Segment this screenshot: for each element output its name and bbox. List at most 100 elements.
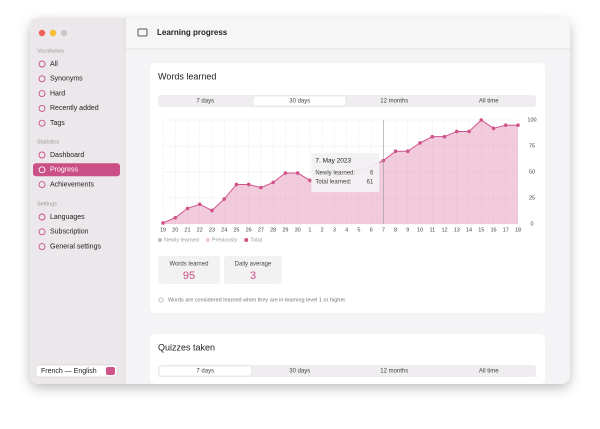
point <box>406 149 410 153</box>
point <box>197 202 202 207</box>
selected-tab[interactable] <box>158 365 252 377</box>
tooltip-label: Total learned: <box>315 180 351 186</box>
x-tick-label: 29 <box>282 227 288 233</box>
y-tick-label: 25 <box>529 195 535 201</box>
y-tick-label: 75 <box>529 143 535 149</box>
tab[interactable]: 30 days <box>289 99 310 105</box>
legend-swatch <box>158 238 162 242</box>
zoom-button[interactable] <box>60 29 68 37</box>
item-icon <box>38 75 46 83</box>
x-tick-label: 9 <box>406 227 409 233</box>
x-tick-label: 15 <box>478 227 484 233</box>
item-icon <box>38 181 46 189</box>
legend-swatch <box>244 238 249 242</box>
point <box>308 178 312 183</box>
x-tick-label: 8 <box>394 227 397 233</box>
item-icon <box>38 228 46 236</box>
x-tick-label: 22 <box>197 227 203 233</box>
tooltip <box>311 153 380 192</box>
x-tick-label: 2 <box>321 227 324 233</box>
x-tick-label: 20 <box>172 227 178 233</box>
sidebar-item[interactable]: Dashboard <box>50 152 84 159</box>
sidebar-item[interactable]: General settings <box>50 243 101 250</box>
sidebar-item[interactable]: Recently added <box>50 105 99 112</box>
point <box>467 129 471 134</box>
point <box>491 126 496 131</box>
x-tick-label: 10 <box>417 227 423 233</box>
tab[interactable]: All time <box>479 99 499 105</box>
tab[interactable]: All time <box>479 369 499 375</box>
item-icon <box>38 151 46 159</box>
sidebar-item[interactable]: Synonyms <box>50 76 83 83</box>
sidebar-item[interactable]: Hard <box>50 90 65 97</box>
x-tick-label: 7 <box>382 227 385 233</box>
item-icon <box>38 243 46 251</box>
sidebar-item[interactable]: Achievements <box>50 181 94 188</box>
x-tick-label: 1 <box>308 227 311 233</box>
section-header: Statistics <box>37 139 59 145</box>
point <box>222 197 227 201</box>
tab[interactable]: 30 days <box>289 369 310 375</box>
point <box>173 215 178 220</box>
sidebar <box>30 18 125 384</box>
segmented-control <box>158 365 536 377</box>
sidebar-item[interactable]: Subscription <box>50 229 89 236</box>
stat-value: 3 <box>250 270 256 282</box>
selected-item[interactable] <box>33 163 120 177</box>
legend-swatch <box>205 238 210 242</box>
point <box>161 221 165 225</box>
tab[interactable]: 7 days <box>196 99 214 105</box>
card-title: Words learned <box>158 71 216 81</box>
point <box>259 185 263 190</box>
stat-label: Words learned <box>170 262 209 268</box>
stat-box <box>224 256 282 284</box>
x-tick-label: 5 <box>357 227 360 233</box>
point <box>234 182 239 187</box>
y-tick-label: 100 <box>527 117 536 123</box>
point <box>246 182 251 187</box>
tab[interactable]: 12 months <box>380 99 408 105</box>
x-tick-label: 24 <box>221 227 227 233</box>
point <box>516 123 520 127</box>
sidebar-item[interactable]: Tags <box>50 120 65 127</box>
x-tick-label: 21 <box>184 227 190 233</box>
legend-label: Total <box>250 237 262 243</box>
item-icon <box>38 119 46 127</box>
note: Words are considered learned when they a… <box>168 297 347 303</box>
point <box>283 171 288 175</box>
legend-label: Newly learned <box>164 237 199 243</box>
sidebar-item[interactable]: Progress <box>50 167 79 174</box>
item-icon <box>38 60 46 68</box>
x-tick-label: 4 <box>345 227 348 233</box>
segmented-control <box>158 95 536 107</box>
x-tick-label: 16 <box>490 227 496 233</box>
tab[interactable]: 12 months <box>380 369 408 375</box>
point <box>185 206 190 211</box>
tooltip-value: 6 <box>370 171 374 177</box>
tooltip-label: Newly learned: <box>315 171 355 177</box>
x-tick-label: 25 <box>233 227 239 233</box>
x-tick-label: 17 <box>503 227 509 233</box>
sidebar-item[interactable]: Languages <box>50 214 85 221</box>
point <box>393 149 398 153</box>
toolbar <box>126 18 570 49</box>
tab[interactable]: 7 days <box>196 369 214 375</box>
item-icon <box>38 90 46 98</box>
x-tick-label: 12 <box>441 227 447 233</box>
close-button[interactable] <box>38 29 46 37</box>
stat-label: Daily average <box>235 262 272 268</box>
sidebar-toggle[interactable] <box>137 28 148 37</box>
x-tick-label: 18 <box>515 227 521 233</box>
selected-tab[interactable] <box>253 95 347 107</box>
minimize-button[interactable] <box>49 29 57 37</box>
x-tick-label: 27 <box>258 227 264 233</box>
language-picker[interactable] <box>35 364 118 378</box>
item-icon <box>38 213 46 221</box>
item-icon <box>38 104 46 112</box>
y-tick-label: 0 <box>530 221 533 227</box>
x-tick-label: 14 <box>466 227 472 233</box>
sidebar-item[interactable]: All <box>50 61 58 68</box>
point <box>454 129 459 134</box>
x-tick-label: 3 <box>333 227 336 233</box>
